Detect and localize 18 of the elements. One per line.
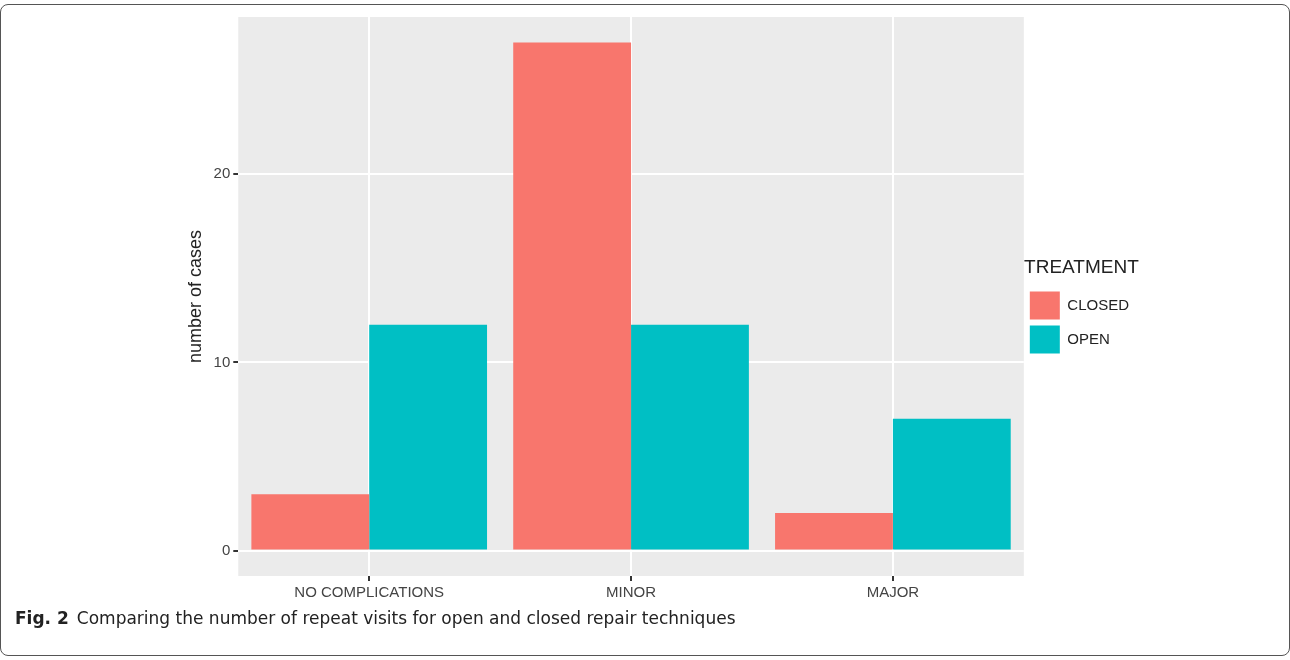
legend-title: TREATMENT — [1024, 256, 1140, 278]
y-tick-label: 0 — [221, 540, 231, 558]
y-tick-label: 20 — [213, 164, 231, 182]
x-tick-label: NO COMPLICATIONS — [294, 583, 445, 601]
y-tick-label: 10 — [213, 352, 231, 370]
bar — [631, 324, 749, 550]
text: Comparing the number of repeat visits for open and closed repair techniques — [76, 608, 736, 628]
caption: Fig. 2 — [15, 608, 69, 628]
bar — [892, 418, 1011, 550]
bar — [251, 494, 370, 550]
legend-label: OPEN — [1067, 329, 1110, 347]
x-tick-label: MINOR — [606, 583, 657, 601]
bar — [369, 324, 488, 550]
bar — [775, 512, 893, 550]
bar — [513, 42, 632, 550]
legend-label: CLOSED — [1067, 295, 1130, 313]
y-axis-title: number of cases — [184, 229, 205, 364]
x-tick-label: MAJOR — [866, 583, 920, 601]
